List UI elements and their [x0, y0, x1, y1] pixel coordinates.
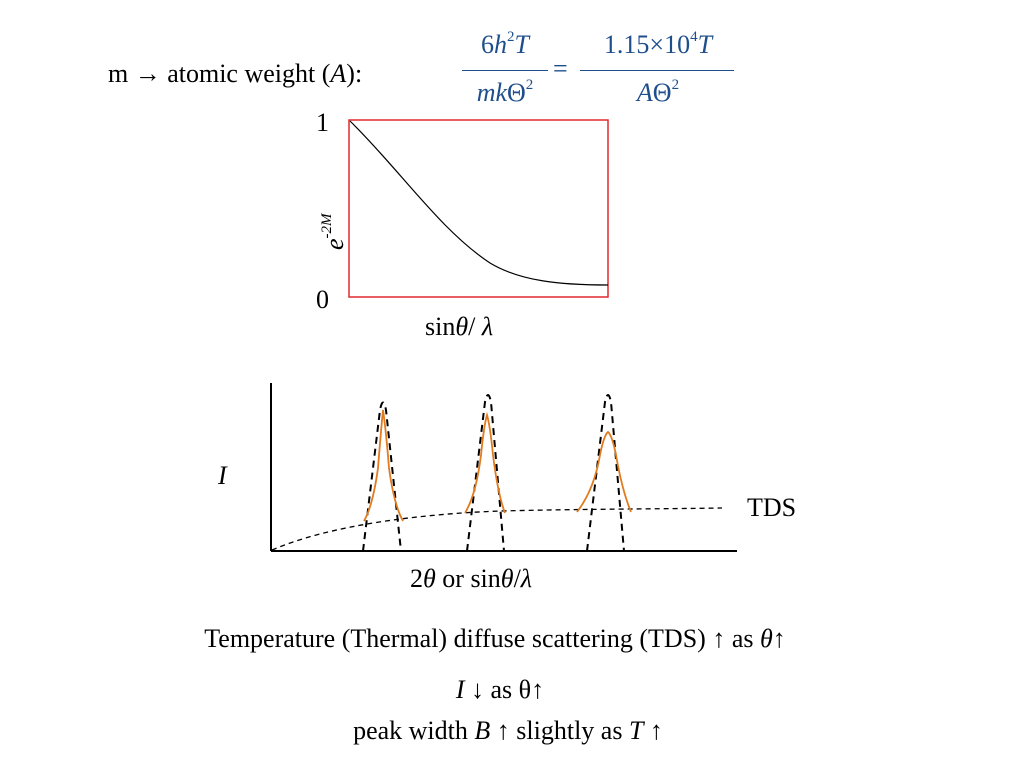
broadened-peak-3 — [576, 430, 632, 513]
sharp-peak-1 — [362, 401, 402, 552]
fraction2-numerator: 1.15×104T — [578, 29, 738, 59]
frac1-h-exp: 2 — [507, 29, 515, 45]
broadened-peak-1 — [363, 409, 404, 522]
fraction1-denominator: mkΘ2 — [460, 77, 550, 107]
plot-frame — [348, 119, 609, 298]
intensity-x-axis-label: 2θ or sinθ/λ — [410, 566, 532, 592]
x-axis-label: sinθ/ λ — [425, 314, 493, 340]
up-arrow-icon: ↑ — [772, 624, 786, 653]
note-line-3-B: B — [474, 716, 491, 745]
note-line-2: I ↓ as θ↑ — [0, 677, 1000, 703]
formula-prefix-var: A — [330, 59, 347, 88]
frac1-h: h — [494, 30, 508, 59]
note-line-1: Temperature (Thermal) diffuse scattering… — [0, 626, 990, 652]
frac2-T: T — [697, 30, 713, 59]
note-line-1-theta: θ — [759, 624, 773, 653]
sharp-peak-3 — [586, 394, 625, 552]
note-line-3: peak width B ↑ slightly as T ↑ — [0, 718, 1016, 744]
fraction1-bar — [462, 70, 548, 71]
x2-label-2: 2 — [410, 564, 423, 593]
frac1-mk: mk — [476, 78, 508, 107]
fraction1-numerator: 6h2T — [460, 29, 550, 59]
tds-background-curve — [271, 507, 723, 551]
x-axis-label-sin: sin — [425, 312, 456, 341]
note-line-2-text: ↓ as θ↑ — [464, 675, 545, 704]
formula-prefix: m → atomic weight (A): — [108, 61, 362, 87]
frac2-A: A — [636, 78, 653, 107]
frac1-theta: Θ — [507, 78, 526, 107]
x2-label-theta: θ — [423, 564, 436, 593]
frac2-exp: 4 — [690, 29, 698, 45]
note-line-1-text: Temperature (Thermal) diffuse scattering… — [204, 624, 760, 653]
note-line-3-text: peak width — [353, 716, 475, 745]
x-axis-label-slash: / — [468, 312, 482, 341]
broadened-peak-2 — [464, 411, 506, 514]
intensity-axis-label: I — [218, 461, 227, 490]
x-axis-label-theta: θ — [455, 312, 469, 341]
tds-label: TDS — [747, 493, 797, 522]
note-line-2-var: I — [455, 675, 465, 704]
x2-label-or-sin: or sin — [435, 564, 501, 593]
frac1-den-exp: 2 — [525, 77, 534, 93]
x2-label-lambda: λ — [520, 564, 533, 593]
frac2-theta: Θ — [652, 78, 672, 107]
frac2-coef: 1.15×10 — [603, 30, 691, 59]
x2-label-slash: / — [513, 564, 521, 593]
x2-label-theta2: θ — [500, 564, 514, 593]
fraction2-denominator: AΘ2 — [578, 77, 738, 107]
debye-waller-curve — [349, 120, 609, 286]
fraction2-bar — [580, 70, 734, 71]
y-axis-bottom-label: 0 — [316, 285, 329, 314]
y-axis-top-label: 1 — [316, 108, 329, 137]
frac1-coef: 6 — [481, 30, 495, 59]
note-line-3-end: ↑ — [643, 716, 663, 745]
note-line-3-T: T — [628, 716, 644, 745]
equals-sign: = — [553, 54, 568, 83]
note-line-3-mid: ↑ slightly as — [490, 716, 629, 745]
frac1-T: T — [514, 30, 529, 59]
frac2-den-exp: 2 — [671, 77, 680, 93]
x-axis-label-lambda: λ — [481, 312, 494, 341]
formula-prefix-close: ): — [346, 59, 363, 88]
sharp-peak-2 — [466, 394, 505, 552]
formula-prefix-text: m → atomic weight ( — [108, 59, 331, 88]
